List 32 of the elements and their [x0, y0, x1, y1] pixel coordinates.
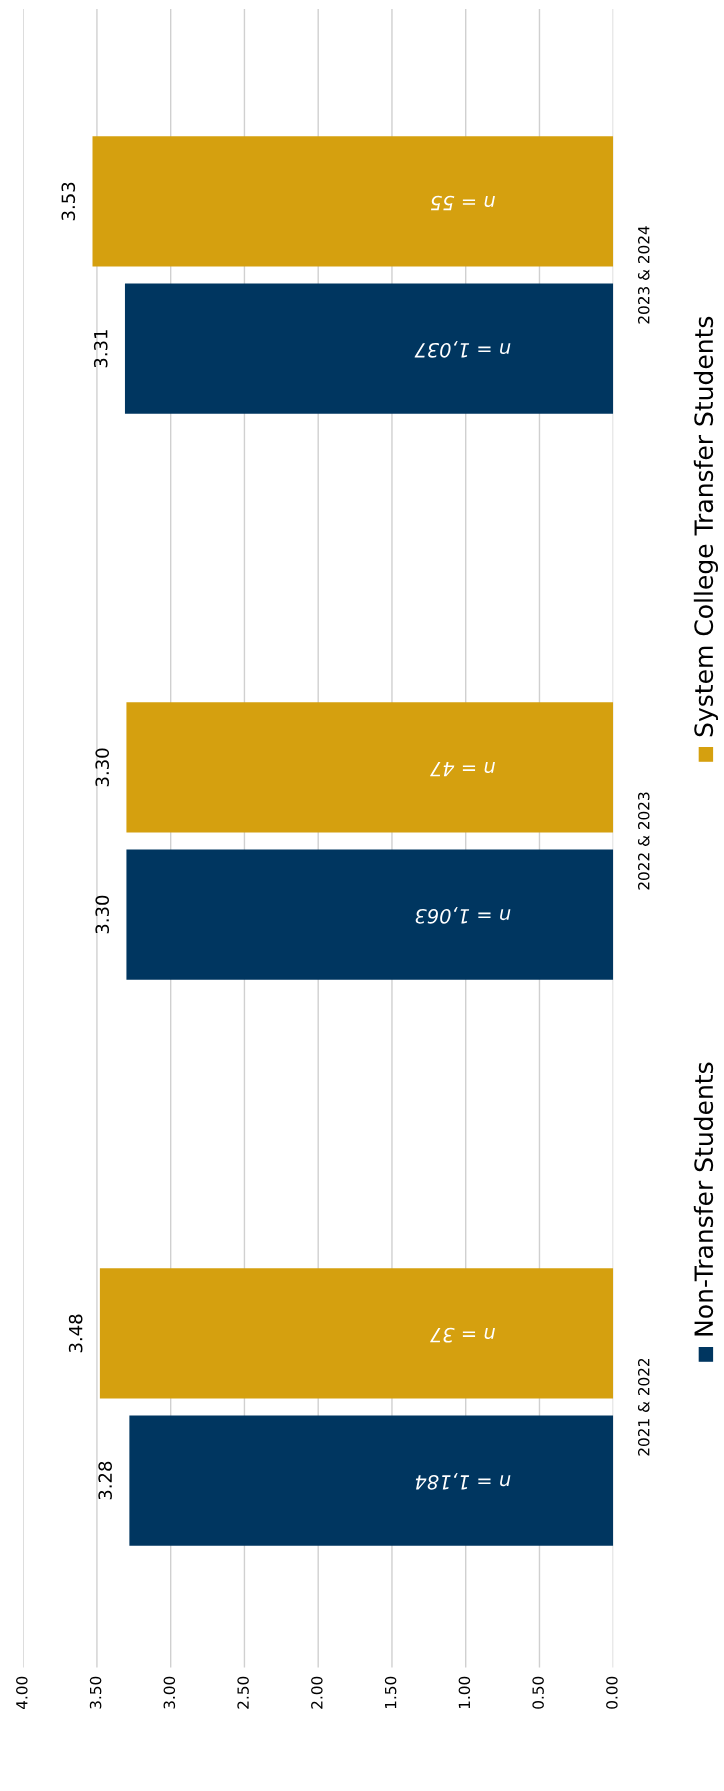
x-tick-label: 1.00 — [458, 1676, 471, 1709]
bar — [99, 1268, 614, 1399]
y-tick-label: 2022 & 2023 — [637, 792, 650, 890]
x-tick-label: 3.00 — [163, 1676, 176, 1709]
x-tick-label: 2.50 — [237, 1676, 249, 1709]
data-label: 3.31 — [93, 330, 108, 368]
y-tick-label: 2021 & 2022 — [637, 1358, 650, 1456]
data-label: 3.30 — [95, 895, 110, 934]
annotation: n = 1,063 — [415, 906, 511, 924]
data-label: 3.30 — [95, 748, 110, 787]
bar — [92, 136, 614, 267]
x-tick-label: 4.00 — [16, 1676, 28, 1710]
bar — [126, 702, 614, 833]
annotation: n = 1,184 — [415, 1473, 511, 1490]
x-tick-label: 0.00 — [606, 1676, 618, 1709]
bar — [124, 283, 614, 414]
annotation: n = 47 — [430, 762, 495, 777]
data-label: 3.28 — [98, 1461, 112, 1500]
bar — [126, 849, 614, 980]
x-tick-label: 2.00 — [311, 1676, 323, 1709]
y-tick-label: 2023 & 2024 — [637, 226, 650, 324]
bar — [129, 1415, 614, 1546]
x-tick-label: 3.50 — [89, 1676, 102, 1709]
annotation: n = 37 — [430, 1327, 495, 1343]
data-label: 3.53 — [61, 182, 76, 221]
data-label: 3.48 — [68, 1314, 83, 1353]
annotation: n = 55 — [430, 195, 495, 211]
x-tick-label: 1.50 — [384, 1676, 397, 1709]
annotation: n = 1,037 — [414, 340, 511, 358]
text: System College Transfer Students — [693, 316, 718, 737]
x-tick-label: 0.50 — [532, 1676, 544, 1709]
text: Non-Transfer Students — [693, 1062, 714, 1336]
